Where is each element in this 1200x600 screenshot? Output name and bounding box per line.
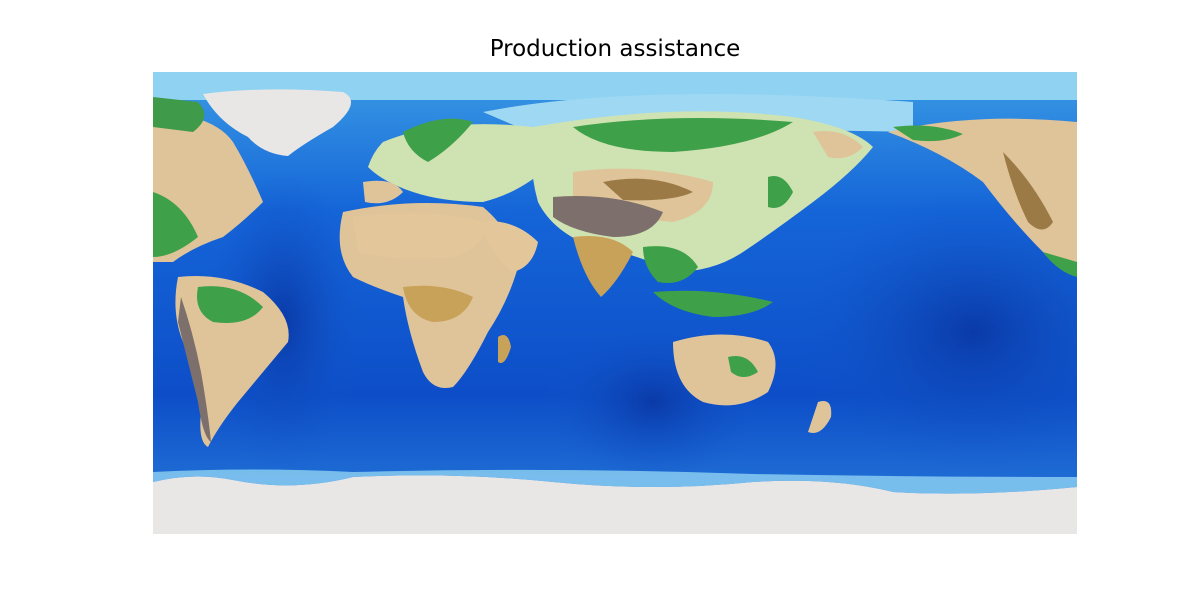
arabia	[478, 221, 538, 272]
rockies	[1003, 152, 1053, 230]
iberia	[363, 180, 403, 204]
world-map	[153, 72, 1077, 534]
kamchatka	[813, 131, 863, 159]
himalaya	[603, 178, 693, 201]
andes	[178, 297, 211, 442]
india	[573, 236, 633, 297]
antarctica	[153, 475, 1077, 534]
sahara	[353, 213, 484, 259]
north-america-west	[888, 118, 1077, 266]
alaska-green	[893, 125, 963, 142]
madagascar	[498, 334, 511, 363]
pacific-deep	[793, 192, 1077, 472]
world-relief-map	[153, 72, 1077, 534]
antarctic-shelf	[153, 469, 1077, 494]
mexico	[1043, 252, 1077, 277]
map-title: Production assistance	[489, 36, 741, 62]
amazon	[197, 286, 263, 323]
japan	[768, 176, 793, 208]
north-america-green	[153, 192, 198, 257]
indonesia	[653, 290, 773, 317]
congo	[403, 285, 473, 322]
greenland	[203, 89, 351, 156]
southeast-asia	[643, 246, 698, 283]
new-zealand	[808, 401, 832, 433]
scandinavia	[403, 118, 473, 162]
australia	[673, 334, 776, 406]
north-america-arctic	[153, 97, 205, 132]
australia-green	[728, 356, 758, 377]
tibet	[553, 196, 663, 237]
siberia-green	[573, 118, 793, 152]
